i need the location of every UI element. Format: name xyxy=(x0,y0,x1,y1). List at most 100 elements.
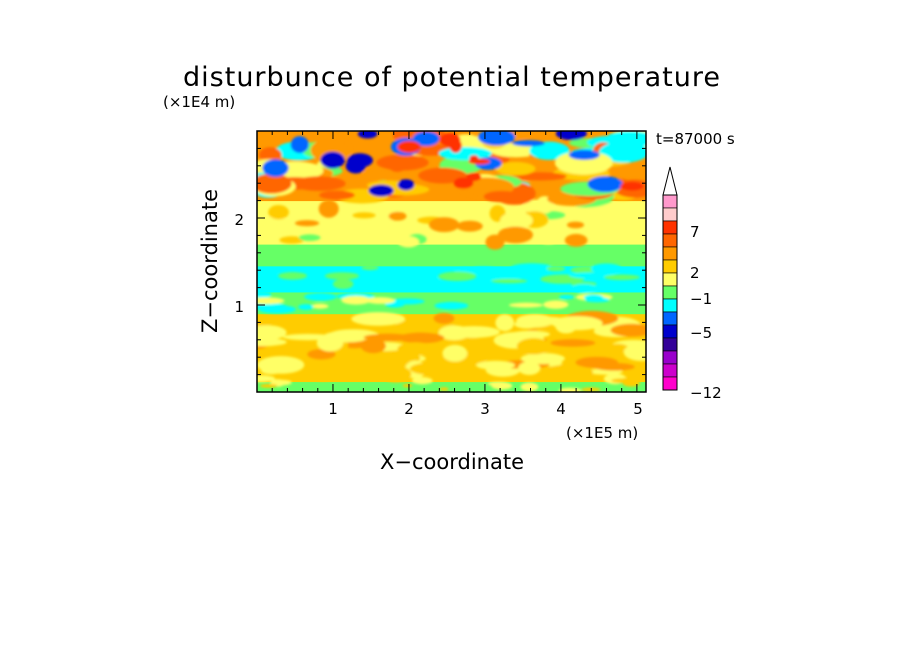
x-tick-label: 3 xyxy=(480,400,490,418)
contour-blob xyxy=(508,302,543,308)
contour-blob xyxy=(397,236,420,248)
colorbar-label: −12 xyxy=(690,384,722,402)
contour-blob xyxy=(290,136,309,154)
colorbar-swatch xyxy=(662,363,678,378)
contour-blob xyxy=(258,268,278,275)
contour-blob xyxy=(568,150,600,160)
contour-blob xyxy=(497,226,534,244)
contour-blob xyxy=(587,176,623,193)
x-tick-label: 2 xyxy=(404,400,414,418)
colorbar-label: 7 xyxy=(690,223,700,241)
contour-blob xyxy=(262,159,289,177)
contour-blob xyxy=(590,263,622,275)
y-axis-label: Z−coordinate xyxy=(198,189,222,333)
colorbar-frame xyxy=(662,194,678,391)
contour-blob xyxy=(376,154,429,171)
contour-field xyxy=(257,131,646,392)
contour-blob xyxy=(605,343,629,353)
chart-title: disturbunce of potential temperature xyxy=(183,62,721,93)
contour-blob xyxy=(418,167,468,184)
contour-blob xyxy=(257,325,287,340)
contour-blob xyxy=(309,367,338,382)
contour-blob xyxy=(397,342,434,356)
contour-blob xyxy=(491,278,528,284)
contour-blob xyxy=(623,343,646,362)
contour-blob xyxy=(320,151,345,169)
contour-blob xyxy=(512,140,545,147)
contour-blob xyxy=(439,133,461,147)
contour-blob xyxy=(412,131,440,147)
x-tick-label: 4 xyxy=(556,400,566,418)
contour-blob xyxy=(438,325,470,341)
contour-blob xyxy=(389,298,425,305)
contour-blob xyxy=(550,339,596,347)
contour-blob xyxy=(257,356,305,374)
contour-blob xyxy=(564,233,588,247)
colorbar-extend-arrow xyxy=(662,166,678,196)
contour-blob xyxy=(476,360,516,370)
contour-blob xyxy=(397,140,421,153)
x-unit-label: (×1E5 m) xyxy=(566,424,638,442)
contour-blob xyxy=(510,263,554,273)
contour-blob xyxy=(599,141,646,163)
y-tick-label: 1 xyxy=(234,298,244,316)
contour-blob xyxy=(470,266,497,271)
y-tick-label: 2 xyxy=(234,211,244,229)
contour-blob xyxy=(381,365,412,383)
colorbar-label: −1 xyxy=(690,290,712,308)
contour-blob xyxy=(438,271,477,282)
plot-frame xyxy=(256,130,647,393)
colorbar-swatch xyxy=(662,194,678,209)
contour-blob xyxy=(357,131,378,139)
contour-blob xyxy=(566,221,585,229)
contour-blob xyxy=(520,353,565,365)
contour-blob xyxy=(518,361,541,376)
contour-blob xyxy=(332,279,354,290)
contour-blob xyxy=(555,131,587,141)
colorbar-swatch xyxy=(662,246,678,261)
contour-blob xyxy=(345,158,366,174)
contour-blob xyxy=(298,304,314,310)
contour-blob xyxy=(491,267,509,279)
contour-blob xyxy=(500,211,533,229)
contour-blob xyxy=(411,377,433,385)
contour-blob xyxy=(546,265,566,272)
contour-blob xyxy=(520,382,539,392)
contour-blob xyxy=(516,314,554,328)
contour-blob xyxy=(341,295,371,305)
contour-blob xyxy=(466,172,482,182)
contour-blob xyxy=(311,303,329,309)
contour-blob xyxy=(257,173,292,194)
contour-blob xyxy=(571,283,597,293)
contour-blob xyxy=(442,344,468,362)
colorbar-swatch xyxy=(662,376,678,391)
x-tick-label: 5 xyxy=(633,400,643,418)
contour-blob xyxy=(620,181,644,191)
contour-blob xyxy=(630,217,646,230)
contour-blob xyxy=(324,272,360,280)
contour-blob xyxy=(575,356,619,369)
contour-blob xyxy=(395,319,434,331)
contour-blob xyxy=(371,280,390,288)
contour-blob xyxy=(610,323,646,337)
contour-blob xyxy=(319,190,355,200)
contour-blob xyxy=(468,158,491,165)
contour-blob xyxy=(434,301,469,310)
contour-blob xyxy=(539,233,558,245)
x-axis-label: X−coordinate xyxy=(380,450,524,474)
x-tick-label: 1 xyxy=(328,400,338,418)
colorbar-swatch xyxy=(662,233,678,248)
contour-blob xyxy=(510,330,551,338)
contour-blob xyxy=(360,338,386,354)
contour-blob xyxy=(278,272,308,280)
contour-blob xyxy=(257,291,272,299)
field-band xyxy=(257,381,646,392)
colorbar-swatch xyxy=(662,337,678,352)
contour-blob xyxy=(388,211,407,221)
contour-blob xyxy=(259,147,282,163)
contour-blob xyxy=(318,199,339,218)
contour-blob xyxy=(352,212,376,219)
contour-blob xyxy=(433,312,455,324)
contour-blob xyxy=(491,382,513,390)
contour-blob xyxy=(363,168,391,178)
